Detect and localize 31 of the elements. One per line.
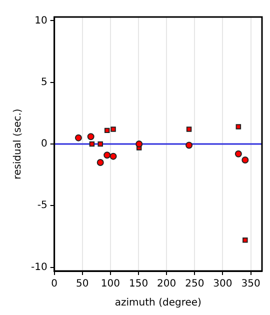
point bbox=[236, 124, 242, 130]
y-tick-label: -5 bbox=[37, 200, 48, 212]
point bbox=[110, 126, 116, 132]
y-tick-label: 0 bbox=[40, 138, 48, 150]
point bbox=[136, 140, 143, 148]
y-tick-label: -10 bbox=[30, 262, 48, 273]
x-axis-title: azimuth (degree) bbox=[114, 298, 202, 309]
x-tick-label: 100 bbox=[100, 278, 120, 290]
point bbox=[74, 134, 82, 142]
point bbox=[87, 133, 94, 140]
point bbox=[98, 141, 103, 147]
x-tick-label: 50 bbox=[76, 278, 89, 290]
x-tick-label: 300 bbox=[213, 278, 232, 290]
x-tick-label: 250 bbox=[185, 278, 204, 290]
x-tick-label: 200 bbox=[157, 278, 176, 290]
point bbox=[186, 126, 192, 132]
point bbox=[89, 141, 95, 147]
point bbox=[104, 152, 111, 159]
y-tick-label: 5 bbox=[40, 76, 48, 88]
y-tick-label: 10 bbox=[34, 15, 48, 26]
point bbox=[242, 156, 249, 164]
point bbox=[234, 150, 242, 158]
x-tick-label: 150 bbox=[128, 278, 148, 290]
point bbox=[186, 142, 193, 149]
point bbox=[242, 238, 248, 243]
x-tick-label: 0 bbox=[51, 278, 58, 290]
point bbox=[110, 152, 117, 160]
point bbox=[104, 128, 110, 134]
x-tick-label: 350 bbox=[241, 278, 260, 290]
point bbox=[96, 158, 104, 166]
y-axis-title: residual (sec.) bbox=[12, 108, 24, 180]
